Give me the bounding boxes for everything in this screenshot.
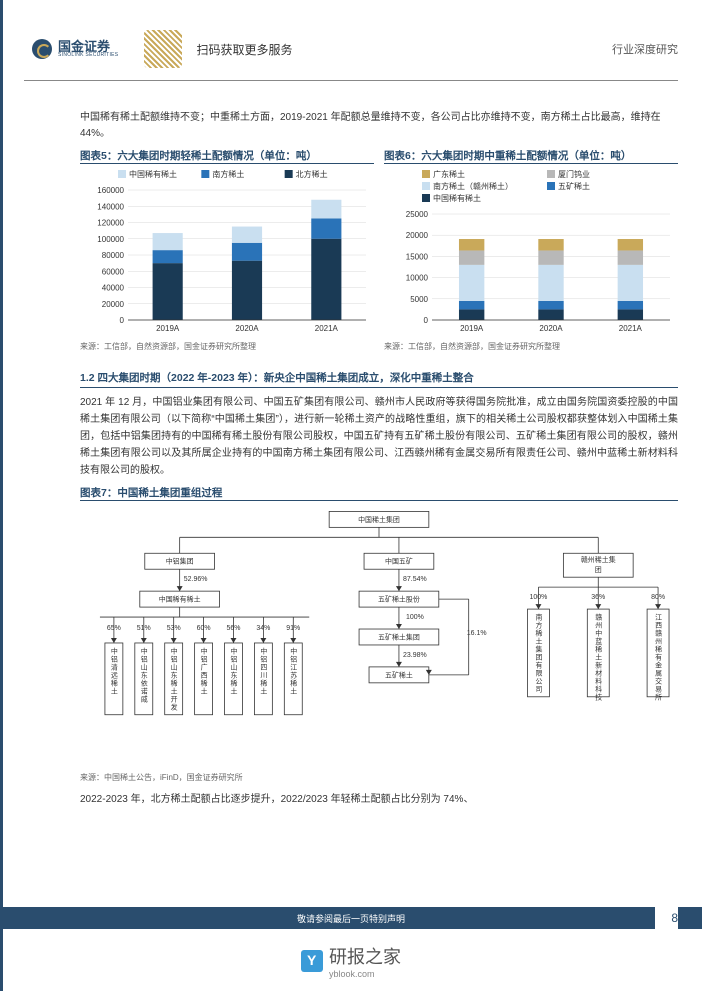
- section-para: 2021 年 12 月，中国铝业集团有限公司、中国五矿集团有限公司、赣州市人民政…: [80, 394, 678, 479]
- svg-text:中国稀有稀土: 中国稀有稀土: [159, 595, 201, 604]
- chart5-svg: 中国稀有稀土 南方稀土 北方稀土 0 20000 40000 60000 80000 10000…: [80, 166, 374, 336]
- svg-text:34%: 34%: [256, 625, 270, 632]
- watermark-url: yblook.com: [329, 969, 401, 979]
- chart-row: 图表5：六大集团时期轻稀土配额情况（单位：吨） 中国稀有稀土 南方稀土 北方稀土 0 2…: [80, 148, 678, 352]
- scan-text: 扫码获取更多服务: [196, 41, 292, 58]
- svg-text:中国稀有稀土: 中国稀有稀土: [129, 169, 177, 179]
- svg-text:23.98%: 23.98%: [403, 652, 427, 659]
- svg-text:60%: 60%: [197, 625, 211, 632]
- logo-icon: [32, 39, 52, 59]
- svg-text:100%: 100%: [406, 614, 424, 621]
- svg-text:南方稀土（赣州稀土）: 南方稀土（赣州稀土）: [433, 181, 513, 191]
- chart6-box: 图表6：六大集团时期中重稀土配额情况（单位：吨） 广东稀土 厦门钨业南方稀土（赣州…: [384, 148, 678, 352]
- svg-text:51%: 51%: [137, 625, 151, 632]
- svg-text:20000: 20000: [406, 231, 429, 240]
- svg-text:0: 0: [120, 316, 125, 325]
- svg-text:中铝清远稀土: 中铝清远稀土: [110, 647, 117, 695]
- watermark: 研报之家 yblook.com: [0, 943, 702, 979]
- intro-text: 中国稀有稀土配额维持不变；中重稀土方面，2019-2021 年配额总量维持不变，…: [80, 110, 678, 142]
- svg-text:赣州中蓝稀土新材料科技: 赣州中蓝稀土新材料科技: [595, 613, 602, 702]
- svg-text:江西赣州稀有金属交易所: 江西赣州稀有金属交易所: [655, 614, 662, 702]
- fig7: 图表7：中国稀土集团重组过程 中国稀土集团中铝集团 52.96% 中国稀有稀土 65%…: [80, 485, 678, 783]
- svg-text:100%: 100%: [530, 594, 548, 601]
- svg-text:0: 0: [424, 316, 429, 325]
- svg-text:100000: 100000: [97, 235, 124, 244]
- svg-text:91%: 91%: [286, 625, 300, 632]
- svg-text:56%: 56%: [227, 625, 241, 632]
- tail-text: 2022-2023 年，北方稀土配额占比逐步提升，2022/2023 年轻稀土配…: [80, 791, 678, 808]
- svg-text:五矿稀土股份: 五矿稀土股份: [378, 595, 420, 604]
- svg-text:36%: 36%: [591, 594, 605, 601]
- fig7-source: 来源：中国稀土公告，iFinD，国金证券研究所: [80, 770, 678, 783]
- svg-text:2021A: 2021A: [619, 324, 643, 333]
- doc-category: 行业深度研究: [612, 41, 678, 57]
- left-border: [0, 0, 3, 991]
- footer-band: 敬请参阅最后一页特别声明: [0, 907, 702, 929]
- svg-text:2019A: 2019A: [156, 324, 180, 333]
- svg-text:中铝四川稀土: 中铝四川稀土: [260, 647, 267, 695]
- svg-text:80%: 80%: [651, 594, 665, 601]
- svg-text:20000: 20000: [102, 300, 125, 309]
- fig7-title: 图表7：中国稀土集团重组过程: [80, 485, 678, 500]
- svg-text:87.54%: 87.54%: [403, 576, 427, 583]
- svg-text:10000: 10000: [406, 274, 429, 283]
- chart6-svg: 广东稀土 厦门钨业南方稀土（赣州稀土） 五矿稀土中国稀有稀土 0 5000 10000 15…: [384, 166, 678, 336]
- logo-en: SINOLINK SECURITIES: [58, 53, 118, 58]
- svg-text:65%: 65%: [107, 625, 121, 632]
- svg-text:52.96%: 52.96%: [184, 576, 208, 583]
- svg-text:厦门钨业: 厦门钨业: [558, 169, 590, 179]
- svg-text:五矿稀土: 五矿稀土: [385, 670, 413, 679]
- logo-block: 国金证券 SINOLINK SECURITIES 扫码获取更多服务: [32, 30, 292, 68]
- section-heading: 1.2 四大集团时期（2022 年-2023 年）：新央企中国稀土集团成立，深化…: [80, 370, 678, 388]
- svg-text:2020A: 2020A: [539, 324, 563, 333]
- svg-text:40000: 40000: [102, 284, 125, 293]
- chart5-box: 图表5：六大集团时期轻稀土配额情况（单位：吨） 中国稀有稀土 南方稀土 北方稀土 0 2…: [80, 148, 374, 352]
- svg-text:中国稀有稀土: 中国稀有稀土: [433, 193, 481, 203]
- svg-text:15000: 15000: [406, 252, 429, 261]
- svg-text:中铝山东稀土开发: 中铝山东稀土开发: [170, 647, 177, 712]
- svg-text:140000: 140000: [97, 202, 124, 211]
- page-number: 8: [655, 907, 678, 929]
- svg-text:南方稀土集团有限公司: 南方稀土集团有限公司: [535, 613, 542, 693]
- chart6-source: 来源：工信部，自然资源部，国金证券研究所整理: [384, 341, 678, 352]
- footer-disclaimer: 敬请参阅最后一页特别声明: [297, 912, 405, 925]
- watermark-icon: [301, 950, 323, 972]
- svg-text:120000: 120000: [97, 219, 124, 228]
- svg-text:25000: 25000: [406, 210, 429, 219]
- svg-text:53%: 53%: [167, 625, 181, 632]
- page-header: 国金证券 SINOLINK SECURITIES 扫码获取更多服务 行业深度研究: [32, 30, 678, 68]
- content-area: 中国稀有稀土配额维持不变；中重稀土方面，2019-2021 年配额总量维持不变，…: [80, 110, 678, 812]
- svg-text:16.1%: 16.1%: [467, 630, 487, 637]
- chart5-source: 来源：工信部，自然资源部，国金证券研究所整理: [80, 341, 374, 352]
- chart6-title: 图表6：六大集团时期中重稀土配额情况（单位：吨）: [384, 148, 678, 163]
- watermark-text: 研报之家: [329, 943, 401, 969]
- svg-text:中铝山东稀土: 中铝山东稀土: [230, 647, 237, 695]
- svg-text:80000: 80000: [102, 251, 125, 260]
- svg-text:中铝山东依诺威: 中铝山东依诺威: [140, 647, 147, 704]
- svg-text:广东稀土: 广东稀土: [433, 169, 465, 179]
- header-rule: [24, 80, 678, 81]
- svg-text:2019A: 2019A: [460, 324, 484, 333]
- svg-text:5000: 5000: [410, 295, 428, 304]
- qr-code: [144, 30, 182, 68]
- svg-text:中铝广西稀土: 中铝广西稀土: [200, 647, 207, 695]
- svg-text:2021A: 2021A: [315, 324, 339, 333]
- svg-text:中铝集团: 中铝集团: [166, 557, 194, 566]
- fig7-svg: 中国稀土集团中铝集团 52.96% 中国稀有稀土 65% 中铝清远稀土 51% 中铝山东依诺…: [80, 505, 678, 765]
- chart5-title: 图表5：六大集团时期轻稀土配额情况（单位：吨）: [80, 148, 374, 163]
- svg-text:中国稀土集团: 中国稀土集团: [358, 515, 400, 524]
- svg-text:北方稀土: 北方稀土: [296, 169, 328, 179]
- svg-text:五矿稀土集团: 五矿稀土集团: [378, 632, 420, 641]
- svg-text:2020A: 2020A: [235, 324, 259, 333]
- svg-text:南方稀土: 南方稀土: [212, 169, 244, 179]
- svg-text:中铝江苏稀土: 中铝江苏稀土: [290, 647, 297, 695]
- svg-text:中国五矿: 中国五矿: [385, 557, 413, 566]
- svg-text:60000: 60000: [102, 267, 125, 276]
- svg-text:160000: 160000: [97, 186, 124, 195]
- svg-text:五矿稀土: 五矿稀土: [558, 181, 590, 191]
